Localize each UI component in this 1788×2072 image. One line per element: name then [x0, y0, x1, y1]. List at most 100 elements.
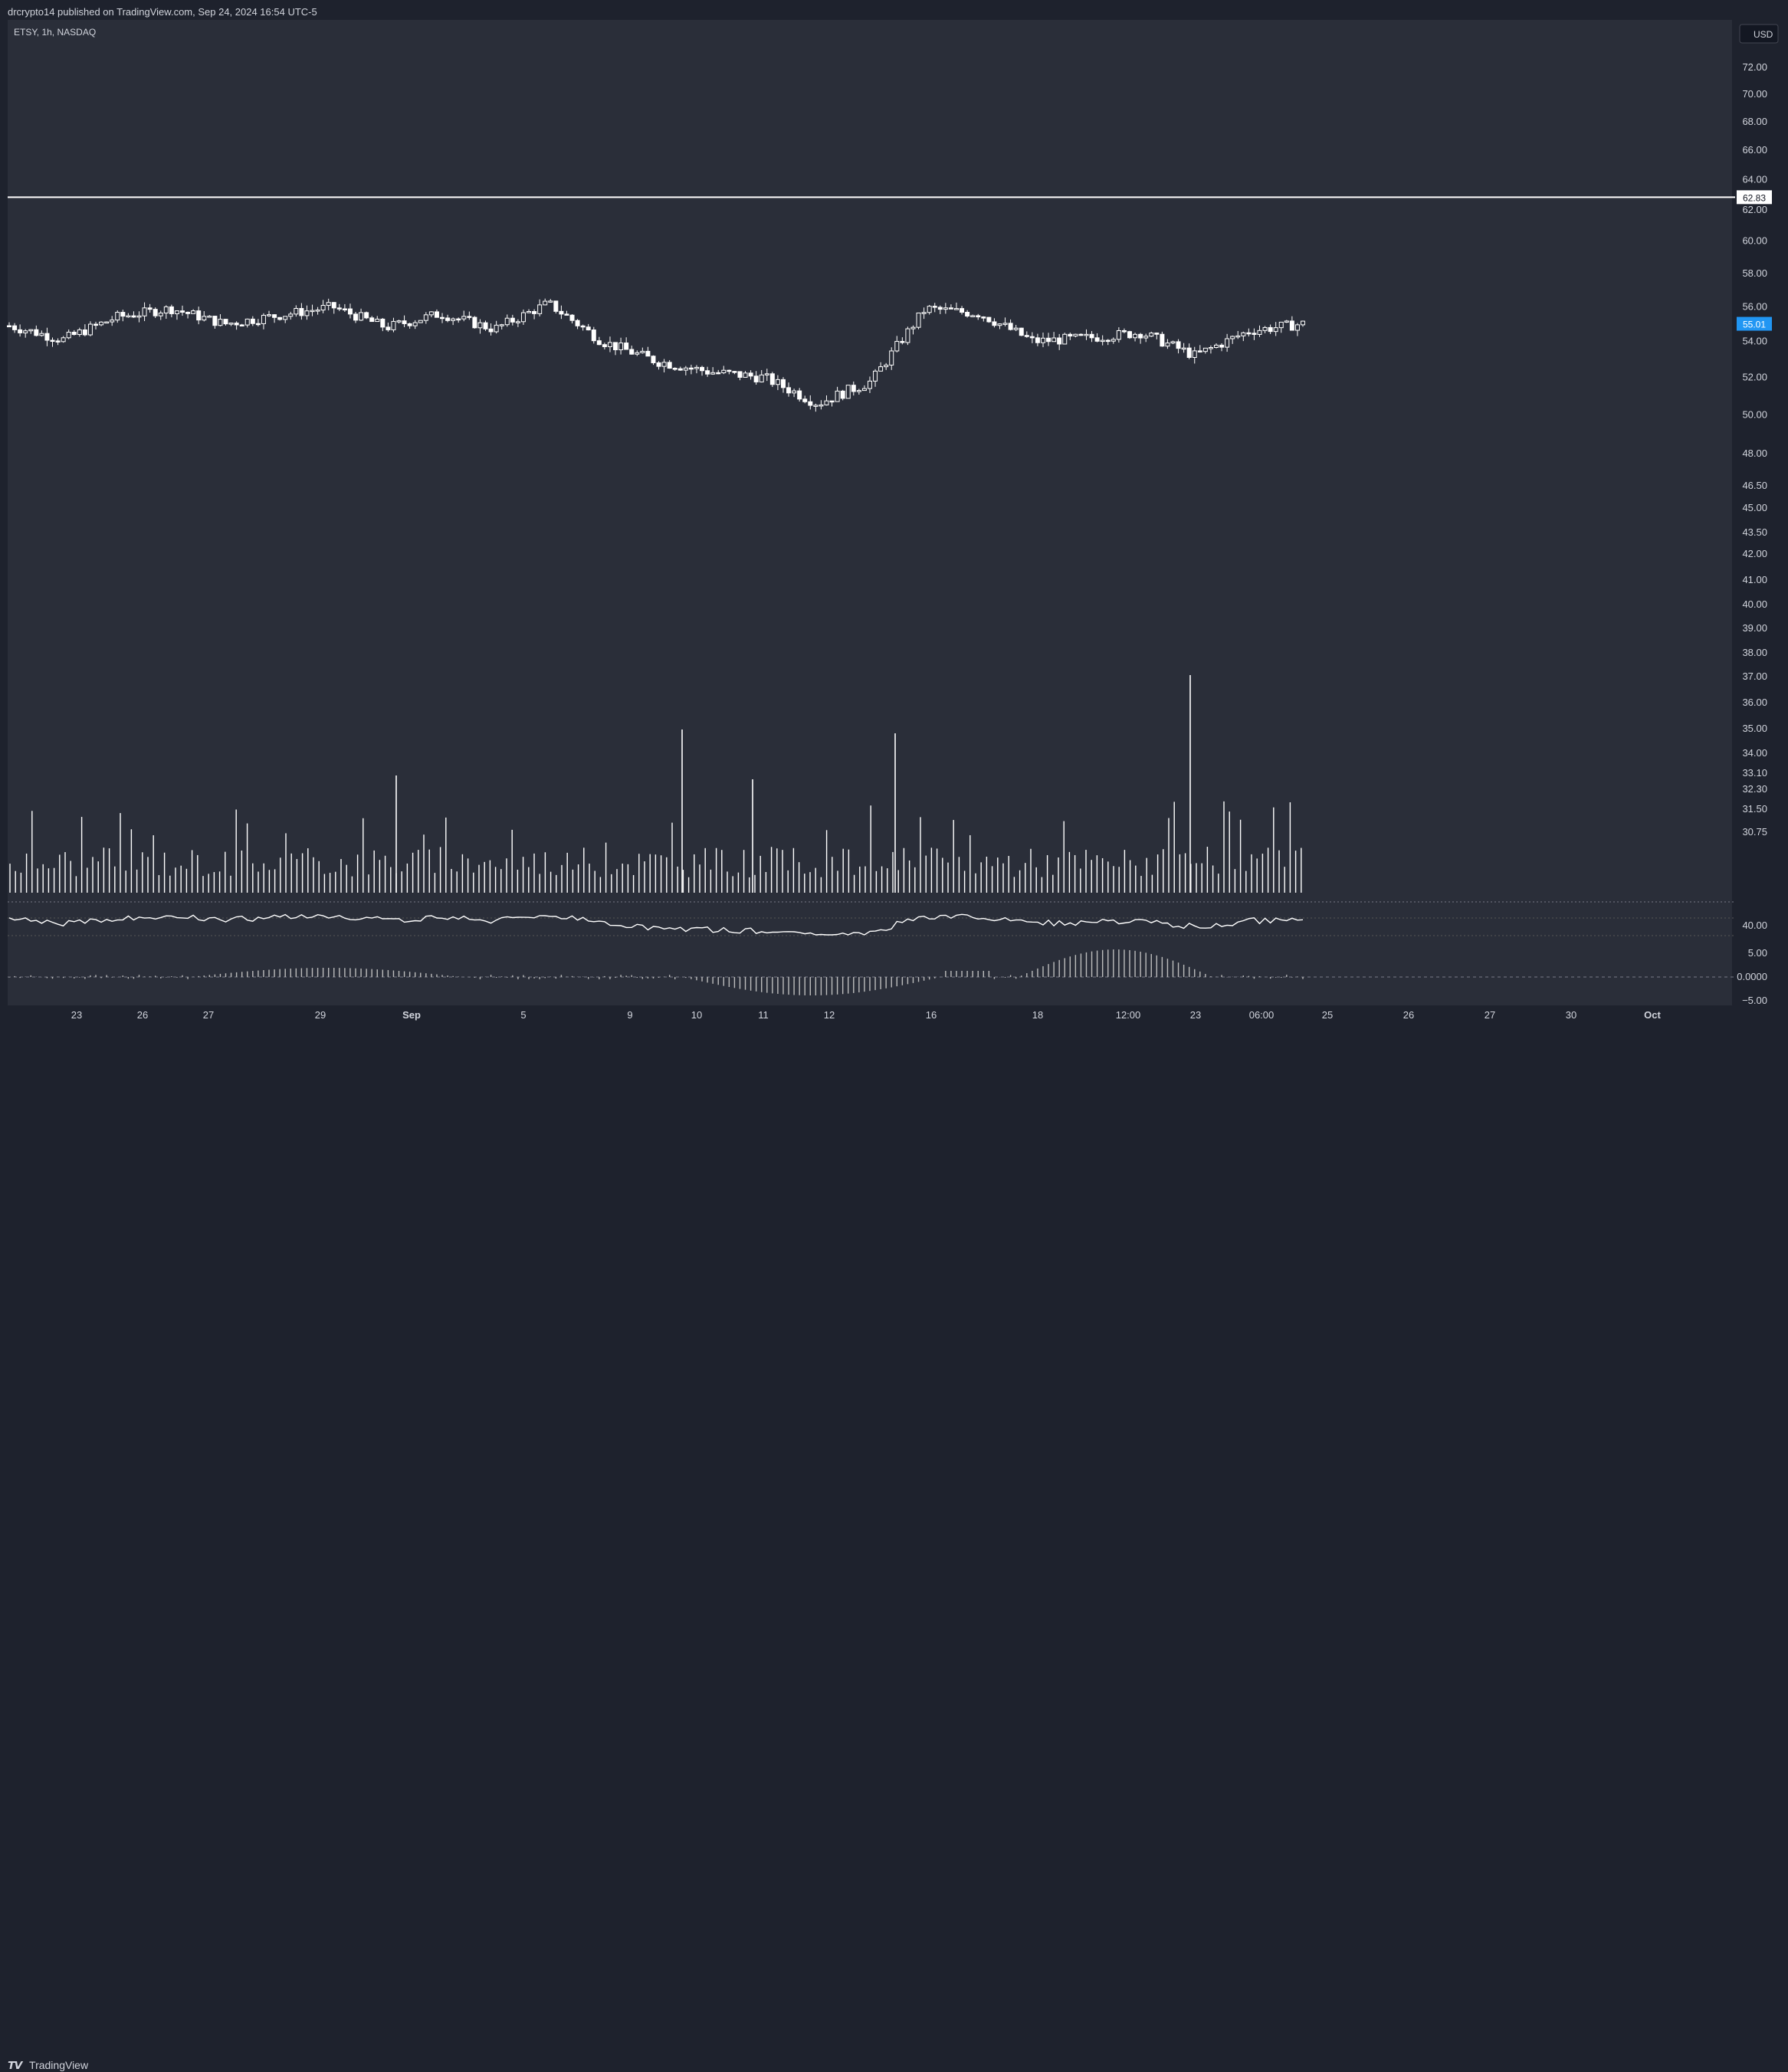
candle-body [267, 314, 272, 316]
horizontal-line[interactable]: 62.83 [8, 190, 1772, 205]
candle-body [218, 319, 223, 326]
time-tick-label: Sep [402, 1009, 421, 1021]
candle-body [169, 306, 174, 314]
candle-body [488, 328, 494, 333]
candle-body [1008, 323, 1013, 330]
candle-body [856, 390, 861, 392]
time-tick-label: 11 [758, 1009, 769, 1021]
candle-body [937, 307, 943, 310]
candle-body [727, 369, 732, 372]
candle-body [769, 373, 775, 385]
candle-body [477, 322, 483, 329]
candle-body [174, 310, 179, 314]
candle-body [277, 316, 283, 320]
candle-body [575, 320, 580, 326]
candle-body [1230, 336, 1235, 339]
candle-body [261, 314, 266, 324]
candle-body [82, 329, 87, 336]
price-tick-label: 70.00 [1742, 88, 1767, 100]
candle-body [1219, 344, 1225, 348]
candle-body [819, 404, 824, 407]
time-tick-label: 18 [1032, 1009, 1043, 1021]
candle-body [894, 341, 900, 352]
candle-body [288, 313, 294, 317]
candle-body [688, 367, 694, 370]
candle-body [635, 352, 640, 355]
price-tick-label: 31.50 [1742, 803, 1767, 815]
candle-body [326, 302, 331, 307]
candle-body [705, 370, 710, 375]
candle-body [18, 329, 23, 333]
candle-body [347, 308, 353, 315]
price-tick-label: 45.00 [1742, 502, 1767, 513]
candle-body [1143, 336, 1149, 339]
price-axis-panel[interactable] [1735, 20, 1788, 1025]
candle-body [672, 368, 677, 370]
candle-body [126, 315, 131, 318]
time-tick-label: 16 [926, 1009, 937, 1021]
candle-body [342, 308, 347, 311]
price-tick-label: 56.00 [1742, 300, 1767, 312]
candle-body [364, 312, 369, 319]
candle-body [1127, 331, 1132, 339]
time-tick-label: 5 [520, 1009, 526, 1021]
candle-body [39, 333, 44, 336]
candle-body [1111, 339, 1116, 342]
candle-body [905, 328, 910, 343]
candle-body [207, 316, 212, 318]
candle-body [104, 321, 110, 324]
currency-button[interactable]: USD [1739, 24, 1779, 44]
price-tick-label: 33.10 [1742, 767, 1767, 779]
candle-body [840, 390, 845, 399]
candle-body [1040, 337, 1045, 343]
candle-body [180, 310, 185, 313]
candle-body [948, 307, 953, 310]
time-tick-label: 12 [824, 1009, 835, 1021]
candle-body [483, 322, 488, 329]
price-tick-label: 30.75 [1742, 826, 1767, 838]
candle-body [861, 388, 867, 392]
candle-body [835, 390, 840, 402]
chart-svg[interactable]: ETSY, 1h, NASDAQ USD 72.00 70.00 68.00 66.0… [0, 0, 1788, 1052]
candle-series [7, 298, 1305, 412]
candle-body [461, 316, 467, 320]
oscillator-line [8, 913, 1304, 936]
candle-body [380, 318, 385, 328]
candle-body [1149, 333, 1154, 337]
price-tick-label: 48.00 [1742, 448, 1767, 459]
price-tick-label: 38.00 [1742, 647, 1767, 658]
candle-body [1062, 333, 1068, 345]
price-tick-label: 41.00 [1742, 574, 1767, 585]
candle-body [120, 312, 126, 317]
candle-body [943, 307, 948, 310]
candle-body [1002, 323, 1008, 325]
candle-body [1197, 350, 1202, 352]
candle-body [986, 316, 992, 323]
chart-area[interactable] [8, 20, 1732, 1005]
candle-body [153, 309, 158, 316]
candle-body [304, 310, 310, 316]
price-tick-label: 50.00 [1742, 408, 1767, 420]
last-price-label: 55.01 [1743, 320, 1766, 330]
candle-body [661, 362, 667, 367]
candle-body [131, 315, 136, 318]
candle-body [412, 322, 418, 326]
candle-body [163, 306, 169, 314]
candle-body [564, 313, 569, 316]
price-tick-label: 60.00 [1742, 235, 1767, 247]
tradingview-logo[interactable]: 𝙏𝙑 TradingView [8, 2059, 88, 2072]
candle-body [510, 317, 515, 323]
candle-body [618, 343, 624, 350]
candle-body [700, 366, 705, 372]
candle-body [802, 398, 808, 402]
candle-body [520, 312, 526, 323]
candle-body [667, 362, 672, 369]
candle-body [1284, 320, 1289, 323]
price-tick-label: 40.00 [1742, 598, 1767, 610]
candle-body [61, 337, 66, 343]
candle-body [7, 325, 11, 328]
candle-body [1138, 333, 1143, 339]
price-tick-label: 46.50 [1742, 480, 1767, 491]
candle-body [1246, 332, 1252, 335]
candle-body [87, 323, 93, 336]
